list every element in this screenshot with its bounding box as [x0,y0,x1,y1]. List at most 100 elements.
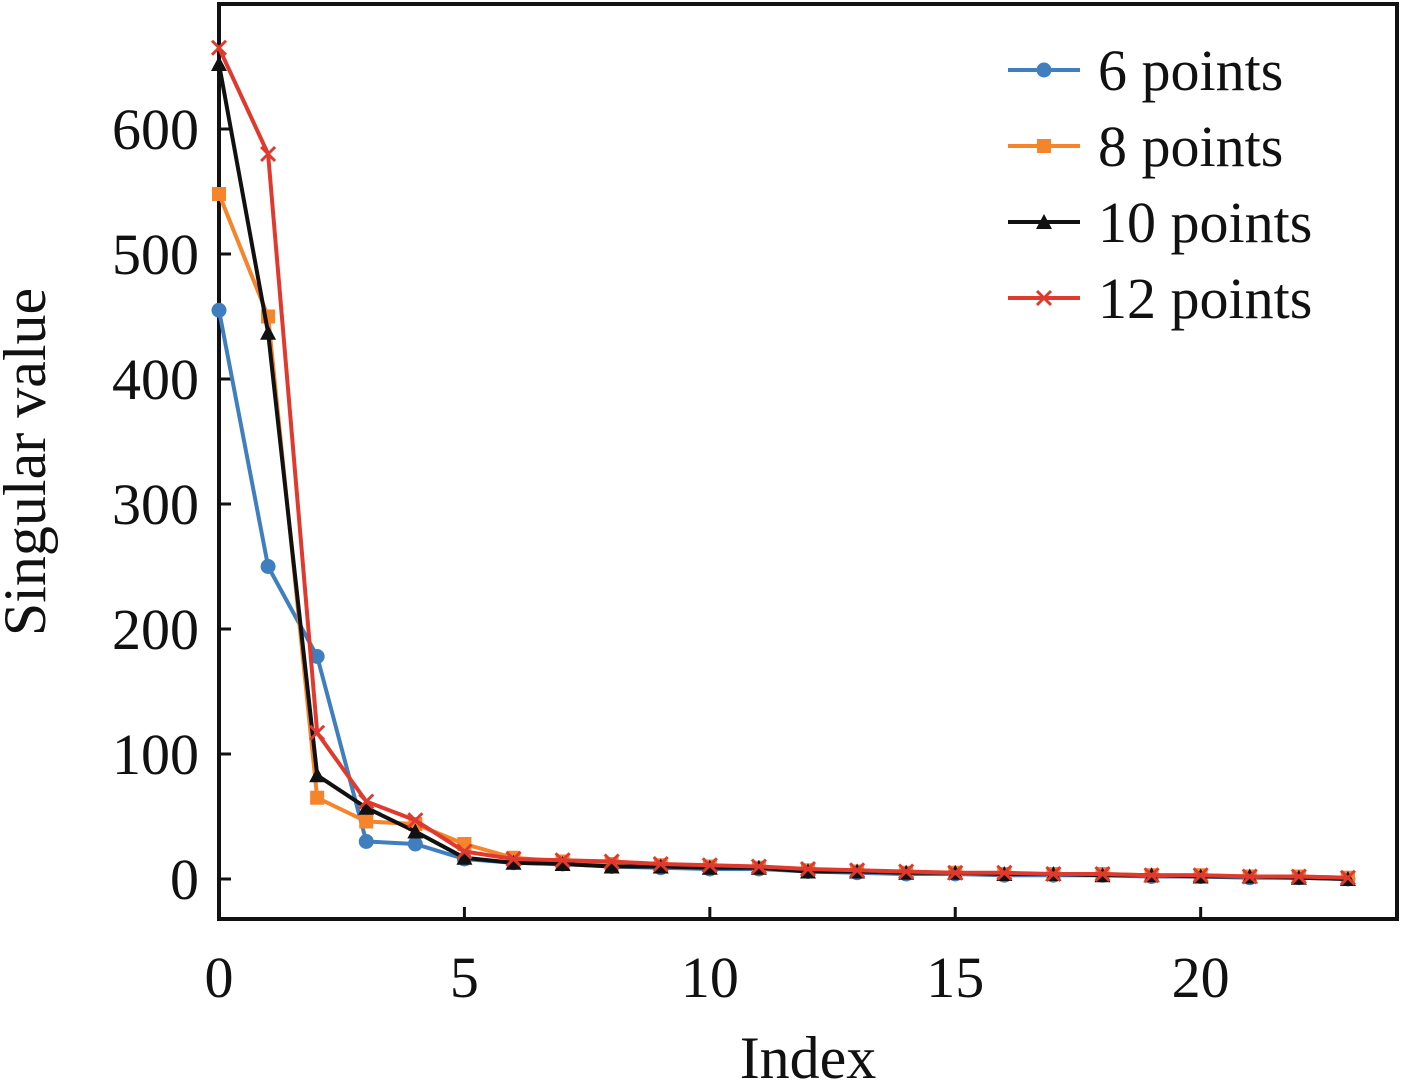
legend-entry-8-points: 8 points [1008,114,1283,179]
data-point-12-points-3-b [358,793,375,810]
series-10-points [211,56,1356,886]
data-point-10-points-5 [456,849,473,865]
series-group [210,39,1356,887]
data-point-12-points-5-b [456,843,473,860]
data-point-12-points-6 [505,850,522,868]
data-point-12-points-0-b [210,39,228,56]
legend-entry-12-points: 12 points [1008,266,1312,331]
data-point-6-points-4 [407,836,423,852]
data-point-12-points-18-b [1094,865,1111,883]
data-point-12-points-8-b [603,853,620,870]
series-12-points [210,39,1356,886]
data-point-10-points-6 [505,854,522,870]
data-point-12-points-1-b [260,145,277,163]
data-point-12-points-5 [456,843,473,860]
data-point-8-points-2 [310,790,325,805]
data-point-6-points-0 [211,302,227,318]
data-point-12-points-12-b [799,860,817,878]
legend: 6 points 8 points 10 points 12 points [1008,38,1312,331]
x-tick-label-5: 5 [450,945,479,1010]
data-point-12-points-14 [898,863,915,880]
data-point-12-points-11 [750,858,767,875]
data-point-12-points-22 [1290,868,1307,885]
data-point-12-points-21 [1241,868,1258,885]
data-point-12-points-0 [210,39,228,56]
data-point-10-points-3 [358,799,375,815]
data-point-10-points-2 [309,767,326,783]
series-line-6-points [217,309,1348,881]
series-6-points [211,302,1356,887]
data-point-12-points-3 [358,793,375,810]
data-point-10-points-4 [407,823,424,839]
y-tick-label-100: 100 [112,722,199,787]
data-point-12-points-8 [603,853,620,870]
data-point-12-points-21-b [1241,868,1258,885]
data-point-8-points-0 [212,187,226,201]
data-point-12-points-1 [260,145,277,163]
y-tick-label-300: 300 [112,472,199,537]
data-point-12-points-6-b [505,850,522,868]
data-point-12-points-2 [309,724,326,741]
legend-entry-6-points: 6 points [1008,38,1283,103]
data-point-12-points-7 [554,852,571,869]
legend-label-8-points: 8 points [1098,114,1283,179]
series-line-10-points [217,63,1348,881]
data-point-10-points-8 [603,858,620,874]
legend-label-12-points: 12 points [1098,266,1312,331]
data-point-12-points-7-b [554,852,571,869]
data-point-12-points-15 [947,864,964,881]
data-point-12-points-15-b [947,864,964,881]
x-axis-label: Index [740,1025,877,1081]
data-point-12-points-13-b [849,862,866,879]
data-point-12-points-17 [1045,865,1062,883]
data-point-12-points-10 [701,857,718,874]
legend-label-10-points: 10 points [1098,190,1312,255]
data-point-8-points-3 [359,814,374,829]
data-point-10-points-7 [554,856,571,871]
data-point-12-points-4 [407,812,424,829]
legend-label-6-points: 6 points [1098,38,1283,103]
x-tick-label-20: 20 [1172,945,1230,1010]
data-point-12-points-10-b [701,857,718,874]
data-point-6-points-3 [358,834,374,849]
legend-marker-12-points-b [1035,289,1053,307]
data-point-12-points-20-b [1192,867,1209,884]
y-tick-label-400: 400 [112,347,199,412]
data-point-12-points-22-b [1290,868,1307,885]
x-tick-label-0: 0 [205,945,234,1010]
x-tick-label-10: 10 [681,945,739,1010]
data-point-10-points-1 [260,324,277,340]
data-point-12-points-9 [652,855,669,873]
data-point-12-points-4-b [407,812,424,829]
legend-marker-8-points [1037,139,1051,153]
y-tick-label-600: 600 [112,97,199,162]
data-point-10-points-0 [211,56,227,71]
series-line-12-points [217,46,1348,880]
data-point-12-points-12 [799,860,817,878]
data-point-12-points-13 [849,862,866,879]
data-point-12-points-18 [1094,865,1111,883]
data-point-12-points-23-b [1339,869,1356,886]
data-point-12-points-14-b [898,863,915,880]
legend-marker-6-points [1036,62,1052,78]
data-point-12-points-9-b [652,855,669,873]
data-point-12-points-19 [1143,867,1160,884]
legend-entry-10-points: 10 points [1008,190,1312,255]
data-point-12-points-19-b [1143,867,1160,884]
data-point-12-points-11-b [750,858,767,875]
plot-frame [217,2,1399,921]
y-axis-label: Singular value [0,288,58,636]
data-point-12-points-17-b [1045,865,1062,883]
x-tick-label-15: 15 [926,945,984,1010]
legend-marker-10-points [1036,214,1052,229]
data-point-6-points-1 [260,559,276,574]
data-point-12-points-16-b [996,864,1013,881]
data-point-12-points-23 [1339,869,1356,886]
legend-marker-12-points [1035,289,1053,307]
data-point-12-points-16 [996,864,1013,881]
y-tick-label-200: 200 [112,597,199,662]
y-tick-label-0: 0 [170,847,199,912]
